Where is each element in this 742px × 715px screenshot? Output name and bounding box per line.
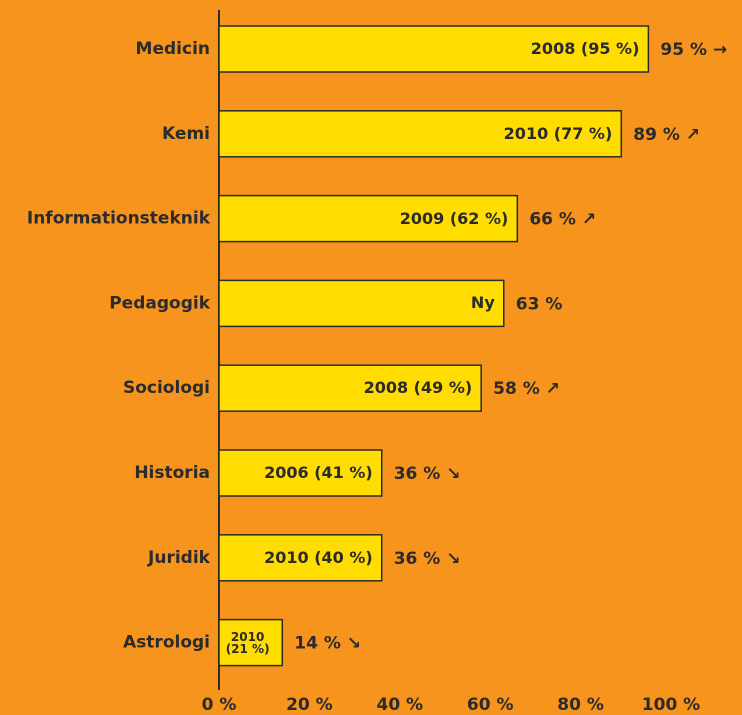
x-tick-label: 60 % bbox=[467, 695, 514, 715]
value-label: 58 % ↗ bbox=[493, 379, 560, 399]
y-tick-label: Kemi bbox=[162, 124, 210, 144]
bar bbox=[218, 534, 383, 582]
x-tick-label: 100 % bbox=[642, 695, 700, 715]
value-label: 14 % ↘ bbox=[294, 634, 361, 654]
bar bbox=[218, 618, 284, 667]
y-tick-label: Pedagogik bbox=[109, 293, 210, 313]
bar bbox=[218, 449, 383, 497]
x-tick-label: 80 % bbox=[557, 695, 604, 715]
bar bbox=[218, 194, 519, 243]
inner-label-box: 2006 (41 %) bbox=[264, 463, 373, 482]
bar bbox=[218, 25, 650, 73]
y-tick-label: Historia bbox=[134, 463, 210, 483]
inner-label: 2010 (77 %) bbox=[503, 123, 613, 143]
value-label: 95 % → bbox=[660, 40, 727, 60]
value-label: 63 % bbox=[516, 294, 563, 314]
inner-label-box: 2010 (77 %) bbox=[503, 123, 613, 143]
inner-label-box: 2008 (49 %) bbox=[363, 378, 473, 398]
inner-label: 2009 (62 %) bbox=[399, 208, 509, 228]
inner-label-box: Ny bbox=[470, 293, 495, 313]
value-label: 36 % ↘ bbox=[394, 464, 461, 484]
x-tick-label: 20 % bbox=[286, 695, 333, 715]
y-tick-label: Informationsteknik bbox=[27, 209, 211, 229]
bar bbox=[218, 110, 623, 158]
inner-label: 2010 (40 %) bbox=[264, 547, 373, 567]
y-tick-label: Sociologi bbox=[123, 378, 210, 398]
inner-label: 2006 (41 %) bbox=[264, 463, 373, 482]
inner-label: 2010 (21 %) bbox=[225, 629, 270, 656]
y-tick-label: Medicin bbox=[136, 39, 210, 59]
bar bbox=[218, 279, 505, 328]
value-label: 66 % ↗ bbox=[529, 210, 596, 230]
bar bbox=[218, 364, 482, 412]
inner-label: 2008 (49 %) bbox=[363, 378, 473, 398]
inner-label-box: 2010 (40 %) bbox=[264, 547, 373, 567]
inner-label: 2008 (95 %) bbox=[530, 39, 640, 58]
x-tick-label: 40 % bbox=[376, 695, 423, 715]
value-label: 36 % ↘ bbox=[394, 549, 461, 569]
value-label: 89 % ↗ bbox=[633, 125, 700, 145]
inner-label-box: 2010 (21 %) bbox=[225, 629, 270, 656]
inner-label-box: 2009 (62 %) bbox=[399, 208, 509, 228]
y-tick-label: Juridik bbox=[147, 548, 211, 568]
x-tick-label: 0 % bbox=[202, 695, 237, 715]
inner-label-box: 2008 (95 %) bbox=[530, 39, 640, 58]
inner-label: Ny bbox=[470, 293, 495, 313]
y-tick-label: Astrologi bbox=[123, 633, 210, 653]
